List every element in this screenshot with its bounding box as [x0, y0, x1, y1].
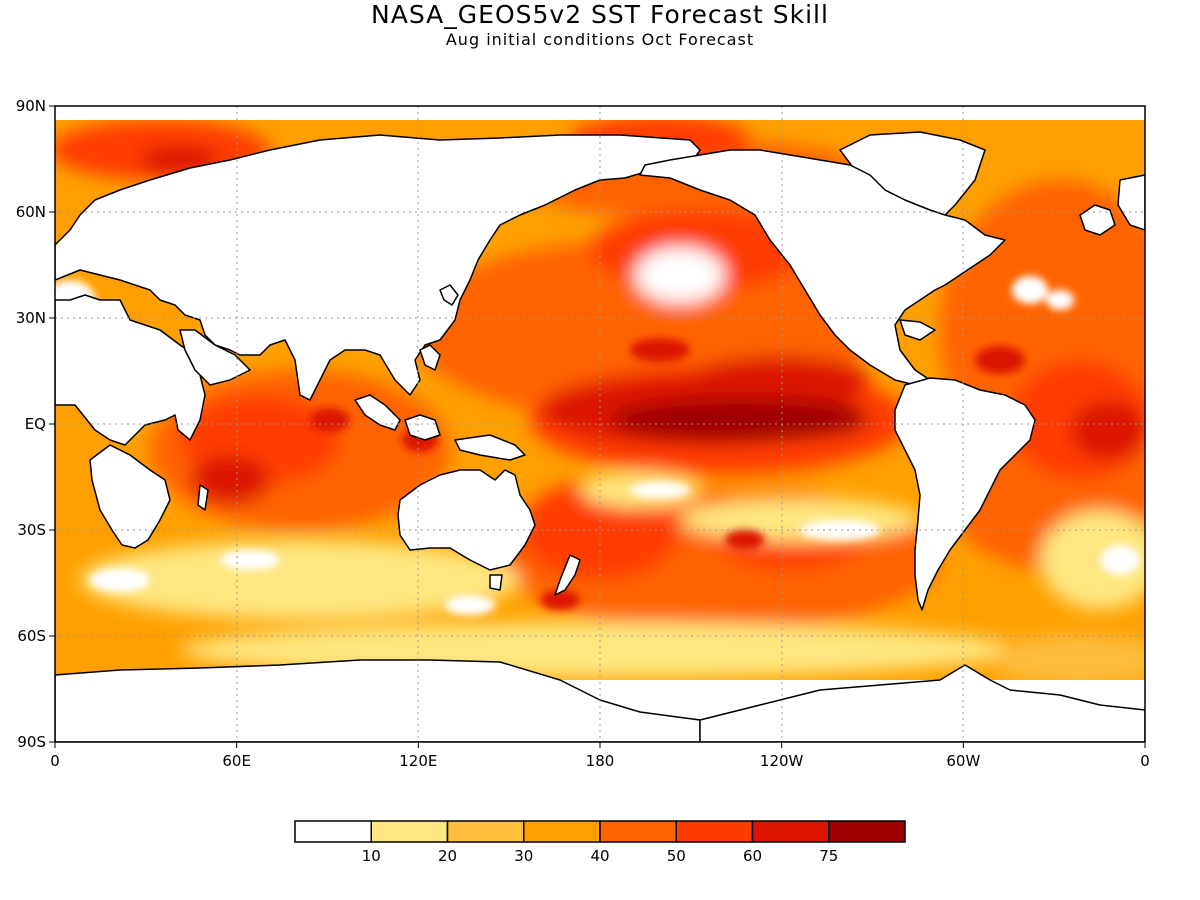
y-tick-label: 90S [17, 733, 46, 751]
colorbar-label: 20 [438, 847, 457, 865]
colorbar-label: 10 [362, 847, 381, 865]
eurasia-land [55, 134, 701, 401]
axis-ticks: 0 60E 120E 180 120W 60W 0 90N 60N 30N EQ 30S 60S 90S [16, 97, 1150, 770]
y-tick-label: 30S [17, 521, 46, 539]
map-title: NASA_GEOS5v2 SST Forecast Skill [371, 0, 829, 29]
map-subtitle: Aug initial conditions Oct Forecast [445, 30, 755, 49]
colorbar-swatch [446, 820, 525, 843]
grid-lines [55, 106, 1145, 742]
colorbar-label: 75 [819, 847, 838, 865]
x-tick-label: 0 [50, 752, 60, 770]
colorbar: 10 20 30 40 50 60 75 [294, 820, 906, 865]
x-tick-label: 180 [586, 752, 615, 770]
x-tick-label: 120E [399, 752, 437, 770]
y-tick-label: EQ [25, 415, 46, 433]
y-tick-label: 60N [16, 203, 46, 221]
australia-land [397, 469, 536, 571]
colorbar-label: 30 [514, 847, 533, 865]
colorbar-swatch [828, 820, 906, 843]
south-america-land [894, 377, 1036, 611]
north-america-land [639, 149, 1006, 386]
y-tick-label: 90N [16, 97, 46, 115]
colorbar-swatch [675, 820, 754, 843]
colorbar-swatch [370, 820, 449, 843]
x-tick-label: 60W [946, 752, 980, 770]
colorbar-swatch [523, 820, 601, 843]
x-tick-label: 60E [222, 752, 251, 770]
y-tick-label: 30N [16, 309, 46, 327]
x-tick-label: 120W [760, 752, 804, 770]
colorbar-label: 50 [667, 847, 686, 865]
x-tick-label: 0 [1140, 752, 1150, 770]
colorbar-label: 60 [743, 847, 762, 865]
y-tick-label: 60S [17, 627, 46, 645]
colorbar-swatch [751, 820, 830, 843]
colorbar-swatch [599, 820, 677, 843]
africa-land [55, 294, 206, 446]
colorbar-swatch [294, 820, 372, 843]
colorbar-label: 40 [590, 847, 609, 865]
land-masses [55, 131, 1145, 742]
